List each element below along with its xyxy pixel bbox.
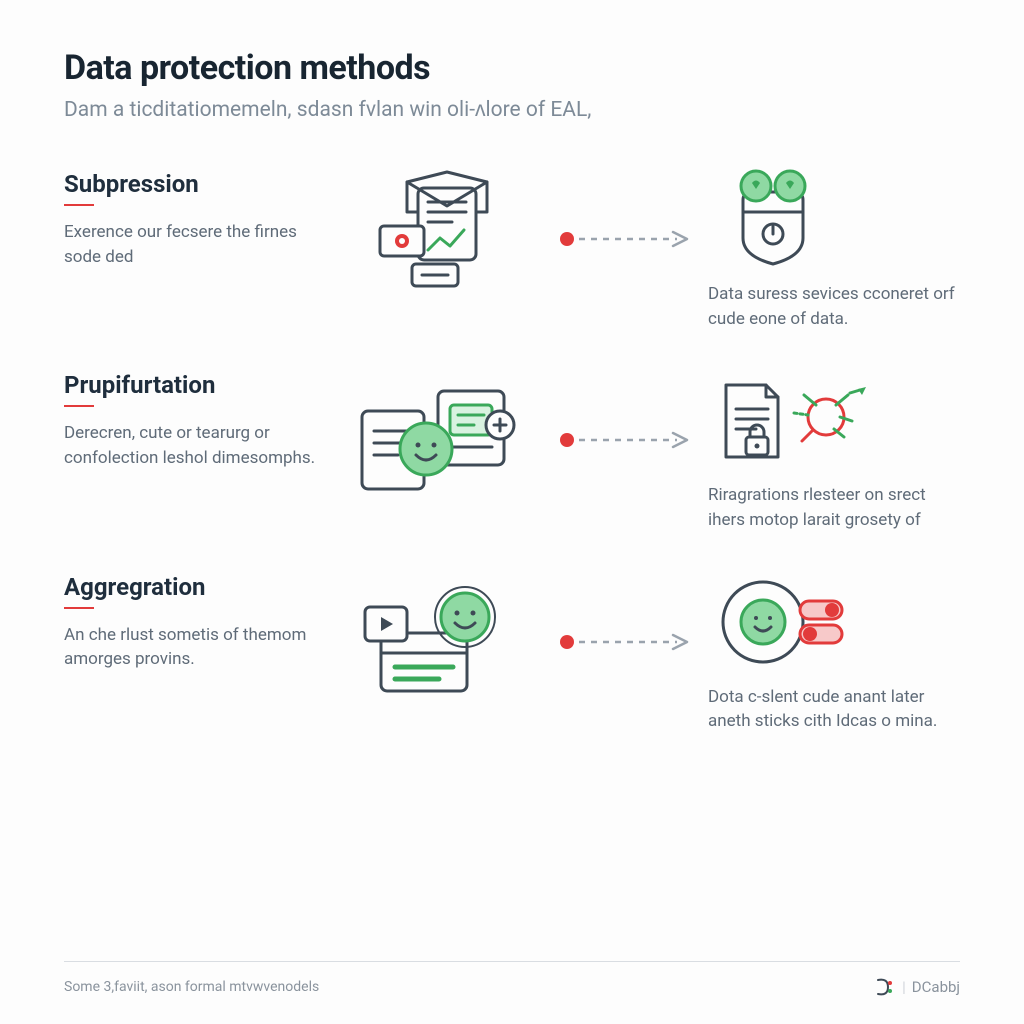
section-prupifurtation: Prupifurtation Derecren, cute or tearurg… <box>64 365 960 532</box>
footer-note: Some 3,faviit, ason formal mtvwvenodels <box>64 979 319 995</box>
arrow-icon <box>550 567 700 717</box>
section-title: Aggregration <box>64 573 324 601</box>
accent-rule <box>64 607 94 609</box>
arrow-icon <box>550 365 700 515</box>
page-title: Data protection methods <box>64 48 960 88</box>
section-title: Subpression <box>64 170 324 198</box>
footer-brand: | DCabbj <box>874 976 960 998</box>
accent-rule <box>64 405 94 407</box>
page-subtitle: Dam a ticditatiomemeln, sdasn fvlan win … <box>64 98 960 122</box>
section-desc: Exerence our fecsere the firnes sode ded <box>64 220 324 269</box>
page-lock-scatter-icon <box>708 365 958 475</box>
shield-hearts-icon <box>708 164 958 274</box>
result-text: Data suress sevices cconeret orf cude eo… <box>708 282 958 331</box>
page-footer: Some 3,faviit, ason formal mtvwvenodels … <box>64 961 960 998</box>
brand-name: DCabbj <box>912 978 960 996</box>
section-desc: Derecren, cute or tearurg or confolectio… <box>64 421 324 470</box>
section-aggregration: Aggregration An che rlust sometis of the… <box>64 567 960 734</box>
face-toggles-icon <box>708 567 958 677</box>
result-text: Riragrations rlesteer on srect ihers mot… <box>708 483 958 532</box>
pages-face-badge-icon <box>332 365 542 515</box>
brand-logo-icon <box>874 976 896 998</box>
section-desc: An che rlust sometis of themom amorges p… <box>64 623 324 672</box>
result-text: Dota c-slent cude anant later aneth stic… <box>708 685 958 734</box>
arrow-icon <box>550 164 700 314</box>
document-envelope-chart-icon <box>332 164 542 314</box>
section-title: Prupifurtation <box>64 371 324 399</box>
section-subpression: Subpression Exerence our fecsere the fir… <box>64 164 960 331</box>
accent-rule <box>64 204 94 206</box>
inbox-play-face-icon <box>332 567 542 717</box>
